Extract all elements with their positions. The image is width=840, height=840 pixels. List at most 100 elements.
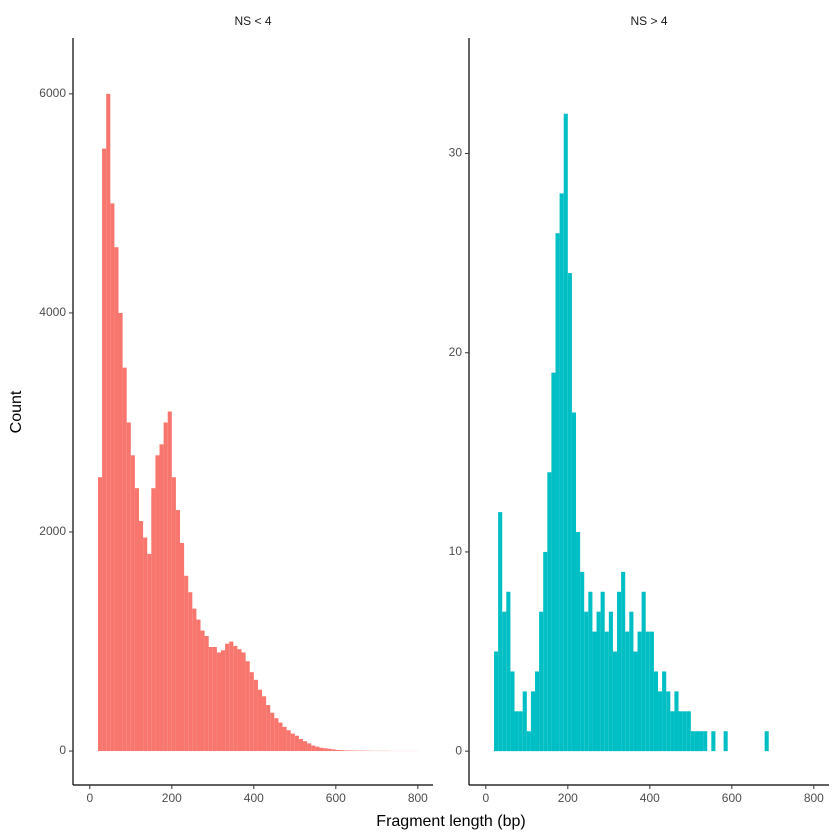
bar: [180, 542, 185, 752]
bar: [262, 696, 267, 752]
bar: [580, 571, 585, 752]
bar: [122, 367, 127, 752]
bar: [282, 726, 287, 752]
bar: [576, 532, 581, 752]
bar: [327, 748, 332, 752]
bar: [134, 488, 140, 752]
bar: [502, 611, 507, 752]
bar: [522, 691, 527, 752]
bar: [584, 611, 589, 752]
bar: [278, 722, 283, 752]
bar: [188, 592, 193, 752]
x-tick-label: 800: [408, 791, 428, 805]
bar: [147, 553, 152, 752]
bar: [678, 711, 683, 752]
y-tick-label: 2000: [39, 524, 66, 538]
x-tick-label: 0: [86, 791, 93, 805]
bar: [662, 671, 667, 752]
bar: [555, 233, 560, 752]
bar: [608, 611, 613, 752]
bar: [155, 455, 160, 752]
x-tick-label: 400: [640, 791, 660, 805]
bar: [344, 750, 349, 752]
bar: [253, 679, 258, 752]
bar: [711, 731, 716, 752]
bar: [167, 411, 172, 752]
bar: [184, 575, 189, 752]
bar: [621, 571, 626, 752]
bar: [249, 672, 254, 752]
x-tick-label: 600: [326, 791, 346, 805]
bar: [303, 741, 308, 752]
x-tick-label: 200: [162, 791, 182, 805]
bar: [245, 661, 250, 752]
bar: [233, 645, 238, 752]
bar: [547, 472, 552, 752]
bar: [559, 193, 564, 752]
bar: [171, 477, 176, 752]
bar: [600, 591, 605, 752]
bar: [290, 733, 295, 752]
x-axis-title: Fragment length (bp): [376, 813, 525, 830]
bar: [658, 691, 663, 752]
bar: [286, 730, 291, 752]
bar: [703, 731, 708, 752]
bar: [571, 412, 577, 752]
bar: [596, 611, 601, 752]
bar: [163, 422, 168, 752]
bar: [143, 537, 148, 752]
bar: [196, 619, 201, 752]
bar: [539, 611, 544, 752]
bar: [98, 477, 103, 752]
y-tick-label: 20: [449, 345, 463, 359]
bar: [563, 113, 568, 752]
panel-title: NS > 4: [630, 14, 667, 28]
bar: [543, 551, 548, 752]
panel-title: NS < 4: [234, 14, 271, 28]
bar: [625, 631, 630, 752]
bar: [530, 691, 536, 752]
bar: [212, 646, 217, 752]
bar: [674, 691, 679, 752]
bar: [208, 646, 213, 752]
bar: [307, 743, 312, 752]
bar: [535, 671, 540, 752]
y-tick-label: 4000: [39, 305, 66, 319]
bar: [592, 631, 597, 752]
bar: [106, 93, 111, 752]
bar: [510, 671, 515, 752]
bar: [126, 422, 131, 752]
x-tick-label: 800: [804, 791, 824, 805]
bar: [315, 746, 320, 752]
bar: [311, 745, 316, 752]
bar: [319, 747, 324, 752]
bar: [237, 649, 242, 752]
y-tick-label: 0: [59, 743, 66, 757]
bar: [633, 651, 638, 752]
x-tick-label: 600: [722, 791, 742, 805]
bar: [670, 711, 675, 752]
bar: [216, 652, 222, 752]
bar: [653, 671, 659, 752]
bar: [266, 705, 271, 752]
bar: [151, 488, 156, 752]
bar: [682, 711, 687, 752]
bar: [699, 731, 704, 752]
bar: [225, 643, 230, 752]
bar: [514, 711, 519, 752]
bar: [567, 273, 572, 752]
bar: [694, 731, 700, 752]
bar: [348, 750, 353, 752]
y-axis-title: Count: [8, 390, 25, 433]
bar: [645, 631, 650, 752]
y-tick-label: 0: [455, 743, 462, 757]
bar: [331, 749, 336, 752]
bar: [518, 711, 523, 752]
bar: [690, 731, 695, 752]
bar: [257, 689, 263, 752]
bar: [114, 247, 119, 752]
bar: [294, 735, 299, 752]
y-tick-label: 10: [449, 544, 463, 558]
bar: [551, 372, 556, 752]
bar: [649, 631, 654, 752]
